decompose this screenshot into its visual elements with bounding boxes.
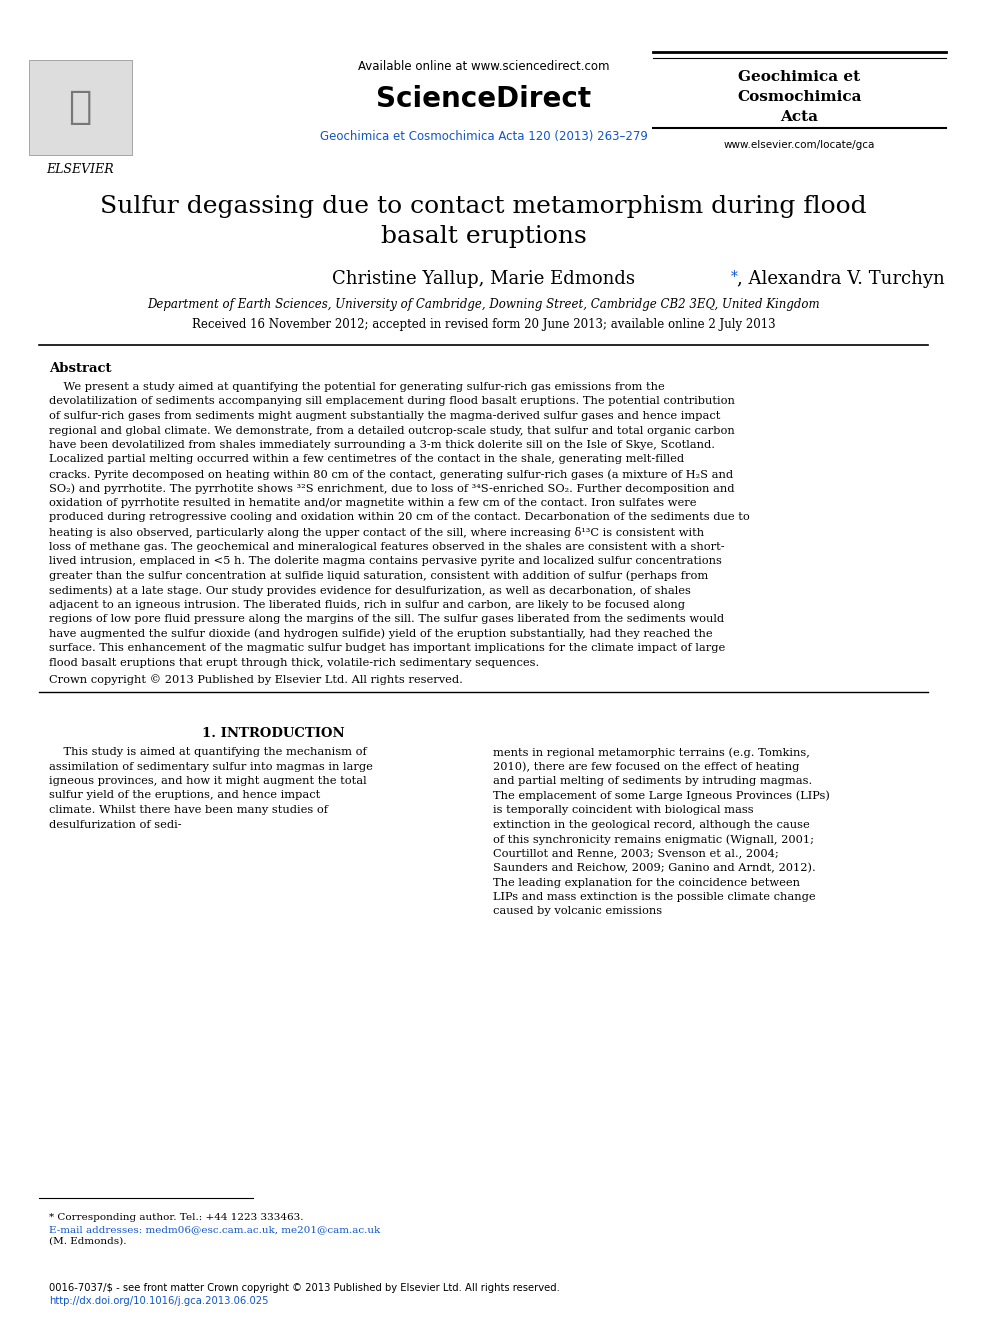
Text: devolatilization of sediments accompanying sill emplacement during flood basalt : devolatilization of sediments accompanyi…: [49, 397, 735, 406]
Text: 🌳: 🌳: [68, 89, 91, 126]
Text: Geochimica et Cosmochimica Acta 120 (2013) 263–279: Geochimica et Cosmochimica Acta 120 (201…: [319, 130, 648, 143]
Text: assimilation of sedimentary sulfur into magmas in large: assimilation of sedimentary sulfur into …: [49, 762, 373, 771]
Text: http://dx.doi.org/10.1016/j.gca.2013.06.025: http://dx.doi.org/10.1016/j.gca.2013.06.…: [49, 1297, 268, 1306]
Text: surface. This enhancement of the magmatic sulfur budget has important implicatio: surface. This enhancement of the magmati…: [49, 643, 725, 654]
Text: of this synchronicity remains enigmatic (Wignall, 2001;: of this synchronicity remains enigmatic …: [493, 833, 814, 844]
Text: adjacent to an igneous intrusion. The liberated fluids, rich in sulfur and carbo: adjacent to an igneous intrusion. The li…: [49, 599, 684, 610]
Text: Department of Earth Sciences, University of Cambridge, Downing Street, Cambridge: Department of Earth Sciences, University…: [147, 298, 819, 311]
Text: This study is aimed at quantifying the mechanism of: This study is aimed at quantifying the m…: [49, 747, 366, 757]
Text: Cosmochimica: Cosmochimica: [737, 90, 862, 105]
Text: heating is also observed, particularly along the upper contact of the sill, wher: heating is also observed, particularly a…: [49, 527, 704, 538]
Text: climate. Whilst there have been many studies of: climate. Whilst there have been many stu…: [49, 804, 327, 815]
Text: flood basalt eruptions that erupt through thick, volatile-rich sedimentary seque: flood basalt eruptions that erupt throug…: [49, 658, 539, 668]
Text: caused by volcanic emissions: caused by volcanic emissions: [493, 906, 663, 917]
Text: 0016-7037/$ - see front matter Crown copyright © 2013 Published by Elsevier Ltd.: 0016-7037/$ - see front matter Crown cop…: [49, 1283, 559, 1293]
Text: produced during retrogressive cooling and oxidation within 20 cm of the contact.: produced during retrogressive cooling an…: [49, 512, 750, 523]
Text: ELSEVIER: ELSEVIER: [47, 163, 114, 176]
Text: SO₂) and pyrrhotite. The pyrrhotite shows ³²S enrichment, due to loss of ³⁴S-enr: SO₂) and pyrrhotite. The pyrrhotite show…: [49, 483, 734, 493]
Text: ScienceDirect: ScienceDirect: [376, 85, 591, 112]
Text: www.elsevier.com/locate/gca: www.elsevier.com/locate/gca: [724, 140, 875, 149]
Text: loss of methane gas. The geochemical and mineralogical features observed in the : loss of methane gas. The geochemical and…: [49, 541, 724, 552]
Text: of sulfur-rich gases from sediments might augment substantially the magma-derive: of sulfur-rich gases from sediments migh…: [49, 411, 720, 421]
Text: Christine Yallup, Marie Edmonds: Christine Yallup, Marie Edmonds: [332, 270, 635, 288]
Text: LIPs and mass extinction is the possible climate change: LIPs and mass extinction is the possible…: [493, 892, 816, 902]
Text: is temporally coincident with biological mass: is temporally coincident with biological…: [493, 804, 754, 815]
Text: E-mail addresses: medm06@esc.cam.ac.uk, me201@cam.ac.uk: E-mail addresses: medm06@esc.cam.ac.uk, …: [49, 1225, 380, 1234]
Bar: [29, 60, 132, 155]
Text: sulfur yield of the eruptions, and hence impact: sulfur yield of the eruptions, and hence…: [49, 791, 320, 800]
Text: Received 16 November 2012; accepted in revised form 20 June 2013; available onli: Received 16 November 2012; accepted in r…: [191, 318, 776, 331]
Text: Abstract: Abstract: [49, 363, 111, 374]
Text: regions of low pore fluid pressure along the margins of the sill. The sulfur gas: regions of low pore fluid pressure along…: [49, 614, 724, 624]
Text: desulfurization of sedi-: desulfurization of sedi-: [49, 819, 182, 830]
Text: Saunders and Reichow, 2009; Ganino and Arndt, 2012).: Saunders and Reichow, 2009; Ganino and A…: [493, 863, 816, 873]
Text: Courtillot and Renne, 2003; Svenson et al., 2004;: Courtillot and Renne, 2003; Svenson et a…: [493, 848, 779, 859]
Text: have been devolatilized from shales immediately surrounding a 3-m thick dolerite: have been devolatilized from shales imme…: [49, 441, 715, 450]
Text: (M. Edmonds).: (M. Edmonds).: [49, 1237, 126, 1246]
Text: , Alexandra V. Turchyn: , Alexandra V. Turchyn: [737, 270, 944, 288]
Text: and partial melting of sediments by intruding magmas.: and partial melting of sediments by intr…: [493, 777, 812, 786]
Text: Available online at www.sciencedirect.com: Available online at www.sciencedirect.co…: [358, 60, 609, 73]
Text: 2010), there are few focused on the effect of heating: 2010), there are few focused on the effe…: [493, 762, 800, 773]
Text: lived intrusion, emplaced in <5 h. The dolerite magma contains pervasive pyrite : lived intrusion, emplaced in <5 h. The d…: [49, 556, 721, 566]
Text: Sulfur degassing due to contact metamorphism during flood: Sulfur degassing due to contact metamorp…: [100, 194, 867, 218]
Text: extinction in the geological record, although the cause: extinction in the geological record, alt…: [493, 819, 810, 830]
Text: The emplacement of some Large Igneous Provinces (LIPs): The emplacement of some Large Igneous Pr…: [493, 791, 830, 800]
Text: sediments) at a late stage. Our study provides evidence for desulfurization, as : sediments) at a late stage. Our study pr…: [49, 585, 690, 595]
Text: basalt eruptions: basalt eruptions: [381, 225, 586, 247]
Text: Geochimica et: Geochimica et: [738, 70, 860, 83]
Text: ments in regional metamorphic terrains (e.g. Tomkins,: ments in regional metamorphic terrains (…: [493, 747, 810, 758]
Text: cracks. Pyrite decomposed on heating within 80 cm of the contact, generating sul: cracks. Pyrite decomposed on heating wit…: [49, 468, 733, 479]
Text: igneous provinces, and how it might augment the total: igneous provinces, and how it might augm…: [49, 777, 366, 786]
Text: greater than the sulfur concentration at sulfide liquid saturation, consistent w: greater than the sulfur concentration at…: [49, 570, 708, 581]
Text: 1. INTRODUCTION: 1. INTRODUCTION: [201, 728, 344, 740]
Text: regional and global climate. We demonstrate, from a detailed outcrop-scale study: regional and global climate. We demonstr…: [49, 426, 734, 435]
Text: Crown copyright © 2013 Published by Elsevier Ltd. All rights reserved.: Crown copyright © 2013 Published by Else…: [49, 673, 462, 685]
Text: * Corresponding author. Tel.: +44 1223 333463.: * Corresponding author. Tel.: +44 1223 3…: [49, 1213, 304, 1222]
Text: Acta: Acta: [781, 110, 818, 124]
Text: The leading explanation for the coincidence between: The leading explanation for the coincide…: [493, 877, 801, 888]
Text: have augmented the sulfur dioxide (and hydrogen sulfide) yield of the eruption s: have augmented the sulfur dioxide (and h…: [49, 628, 712, 639]
Text: Localized partial melting occurred within a few centimetres of the contact in th: Localized partial melting occurred withi…: [49, 455, 683, 464]
Text: *: *: [731, 270, 738, 284]
Text: We present a study aimed at quantifying the potential for generating sulfur-rich: We present a study aimed at quantifying …: [49, 382, 665, 392]
Text: oxidation of pyrrhotite resulted in hematite and/or magnetite within a few cm of: oxidation of pyrrhotite resulted in hema…: [49, 497, 696, 508]
